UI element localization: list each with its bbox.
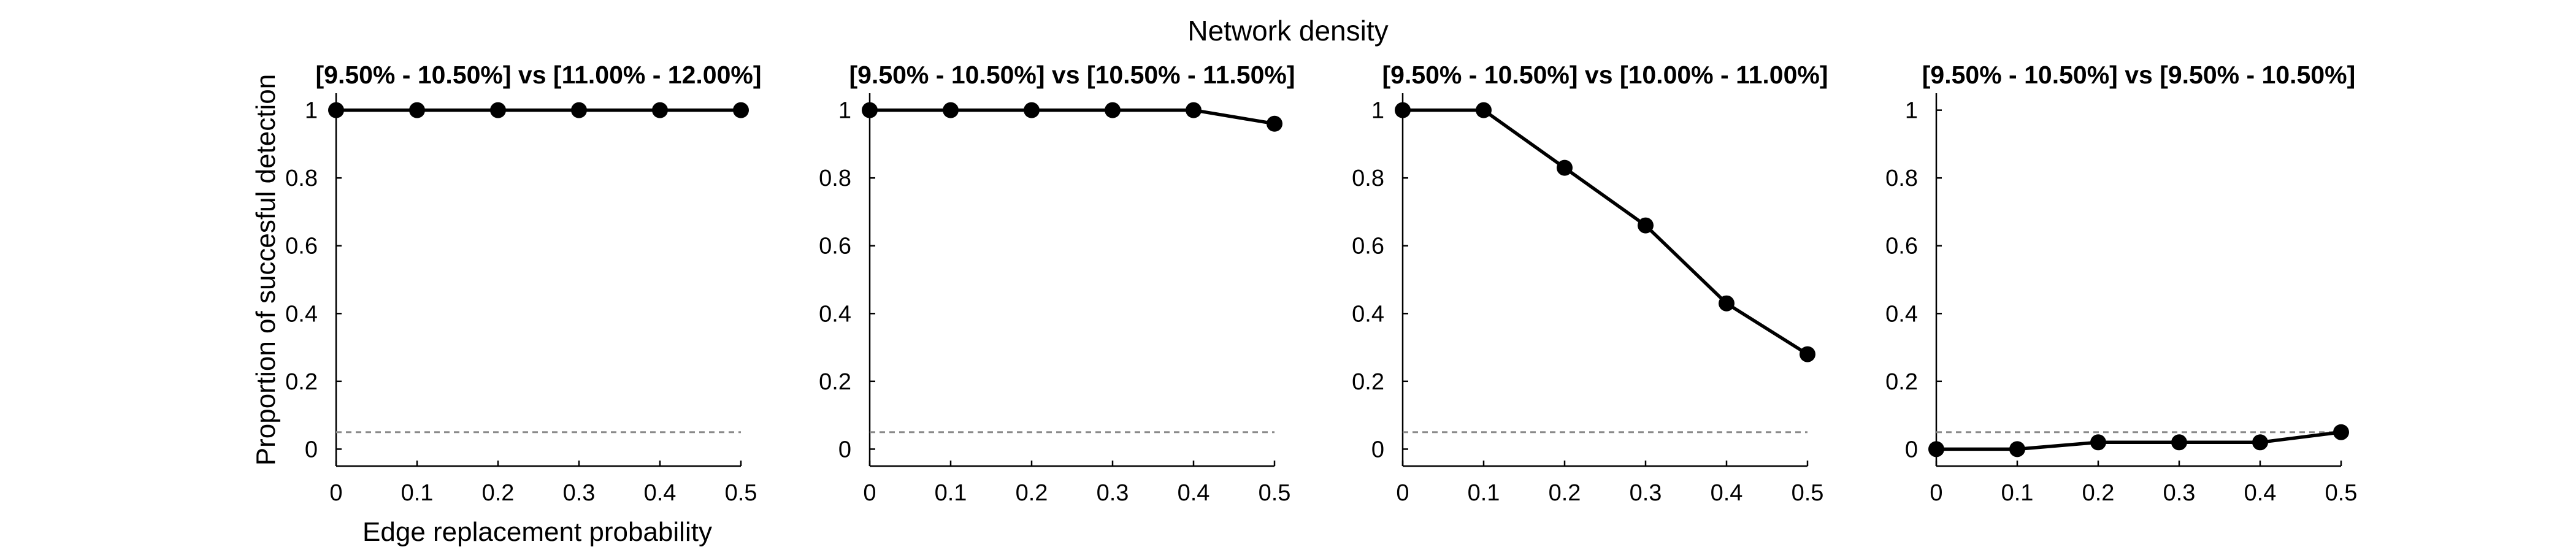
data-point xyxy=(2009,441,2025,457)
y-tick-label: 1 xyxy=(1371,98,1384,124)
data-point xyxy=(2090,434,2106,451)
data-point xyxy=(943,102,959,118)
x-tick-label: 0 xyxy=(329,480,342,506)
data-point xyxy=(571,102,587,118)
x-tick-label: 0.2 xyxy=(1549,480,1581,506)
y-tick-label: 0.4 xyxy=(285,301,318,327)
x-tick-label: 0.1 xyxy=(401,480,434,506)
y-tick-label: 0.8 xyxy=(1885,166,1918,191)
y-tick-label: 0.8 xyxy=(1352,166,1384,191)
data-point xyxy=(490,102,506,118)
data-point xyxy=(2171,434,2187,451)
data-point xyxy=(2252,434,2268,451)
x-tick-label: 0.4 xyxy=(644,480,677,506)
series-line xyxy=(1936,430,2342,451)
y-tick-label: 0.4 xyxy=(819,301,851,327)
data-point xyxy=(1105,102,1121,118)
x-tick-label: 0.2 xyxy=(2082,480,2115,506)
panel-1: [9.50% - 10.50%] vs [11.00% - 12.00%] 0 0.… xyxy=(285,61,761,506)
y-tick-label: 0.6 xyxy=(1352,234,1384,259)
panel-3: [9.50% - 10.50%] vs [10.00% - 11.00%] 0 0.… xyxy=(1352,61,1828,506)
panel-title: [9.50% - 10.50%] vs [9.50% - 10.50%] xyxy=(1922,61,2356,89)
data-point xyxy=(1267,115,1282,132)
x-tick-label: 0.5 xyxy=(2325,480,2358,506)
x-tick-label: 0 xyxy=(1396,480,1409,506)
data-point xyxy=(1638,217,1654,234)
y-tick-label: 0.6 xyxy=(1885,234,1918,259)
data-point xyxy=(2333,424,2349,440)
series-line xyxy=(1403,108,1809,356)
y-tick-label: 1 xyxy=(305,98,318,124)
y-axis-label: Proportion of succesful detection xyxy=(251,74,281,465)
data-point xyxy=(1928,441,1944,457)
data-point xyxy=(652,102,668,118)
data-point xyxy=(1024,102,1040,118)
y-tick-label: 0.4 xyxy=(1885,301,1918,327)
y-tick-label: 1 xyxy=(838,98,851,124)
data-point xyxy=(1395,102,1411,118)
y-tick-label: 0 xyxy=(1905,437,1918,462)
x-tick-label: 0.4 xyxy=(1178,480,1210,506)
x-tick-label: 0.1 xyxy=(2001,480,2034,506)
y-tick-label: 0.8 xyxy=(819,166,851,191)
data-point xyxy=(862,102,878,118)
data-point xyxy=(328,102,344,118)
y-tick-label: 0.2 xyxy=(1352,369,1384,395)
x-tick-label: 0.2 xyxy=(482,480,515,506)
y-tick-label: 0.6 xyxy=(285,234,318,259)
data-point xyxy=(1476,102,1492,118)
data-point xyxy=(409,102,425,118)
x-tick-label: 0.5 xyxy=(1792,480,1824,506)
x-axis-label: Edge replacement probability xyxy=(362,517,712,547)
panels: [9.50% - 10.50%] vs [11.00% - 12.00%] 0 0.… xyxy=(285,61,2357,506)
y-tick-label: 1 xyxy=(1905,98,1918,124)
data-point xyxy=(1186,102,1202,118)
y-tick-label: 0 xyxy=(305,437,318,462)
x-tick-label: 0.4 xyxy=(2244,480,2277,506)
y-tick-label: 0 xyxy=(1371,437,1384,462)
data-point xyxy=(1557,159,1573,176)
y-tick-label: 0.2 xyxy=(1885,369,1918,395)
x-tick-label: 0.3 xyxy=(563,480,596,506)
figure-suptitle: Network density xyxy=(1187,15,1388,47)
y-tick-label: 0.2 xyxy=(819,369,851,395)
x-tick-label: 0.2 xyxy=(1016,480,1048,506)
x-tick-label: 0.3 xyxy=(1630,480,1662,506)
x-tick-label: 0.3 xyxy=(1097,480,1129,506)
panel-4: [9.50% - 10.50%] vs [9.50% - 10.50%] 0 0.2… xyxy=(1885,61,2357,506)
panel-2: [9.50% - 10.50%] vs [10.50% - 11.50%] 0 0.… xyxy=(819,61,1295,506)
y-tick-label: 0.8 xyxy=(285,166,318,191)
panel-title: [9.50% - 10.50%] vs [10.50% - 11.50%] xyxy=(849,61,1295,89)
data-point xyxy=(1800,346,1815,362)
y-tick-label: 0 xyxy=(838,437,851,462)
x-tick-label: 0.3 xyxy=(2163,480,2196,506)
y-tick-label: 0.6 xyxy=(819,234,851,259)
x-tick-label: 0.1 xyxy=(1468,480,1500,506)
x-tick-label: 0.5 xyxy=(725,480,757,506)
series-line xyxy=(870,108,1275,126)
panel-title: [9.50% - 10.50%] vs [11.00% - 12.00%] xyxy=(315,61,761,89)
y-tick-label: 0.4 xyxy=(1352,301,1384,327)
x-tick-label: 0 xyxy=(863,480,876,506)
x-tick-label: 0.4 xyxy=(1711,480,1743,506)
data-point xyxy=(1719,295,1735,312)
data-point xyxy=(733,102,749,118)
panel-title: [9.50% - 10.50%] vs [10.00% - 11.00%] xyxy=(1382,61,1828,89)
x-tick-label: 0 xyxy=(1930,480,1942,506)
x-tick-label: 0.1 xyxy=(935,480,967,506)
y-tick-label: 0.2 xyxy=(285,369,318,395)
x-tick-label: 0.5 xyxy=(1259,480,1291,506)
